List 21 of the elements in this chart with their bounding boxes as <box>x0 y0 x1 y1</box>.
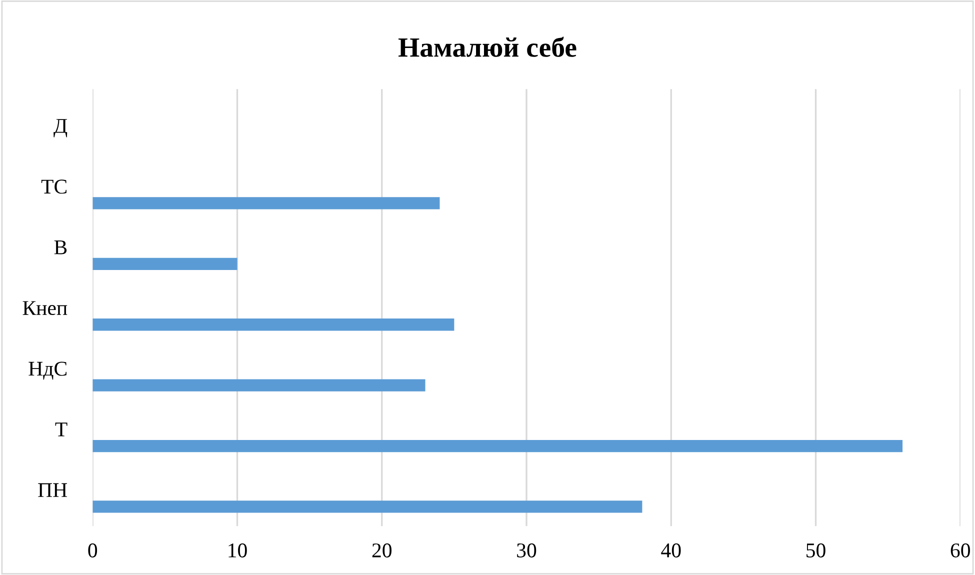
bar <box>92 197 440 210</box>
y-tick-label: Т <box>55 422 68 436</box>
bar <box>92 318 454 331</box>
y-tick-label: В <box>54 240 67 254</box>
y-tick-label: Кнеп <box>22 301 68 316</box>
x-tick-label: 40 <box>661 543 681 558</box>
y-tick-label: Д <box>54 119 68 138</box>
bar <box>92 379 426 392</box>
y-tick-label: ПН <box>38 483 68 497</box>
y-tick-label: ТС <box>41 180 66 194</box>
bar <box>92 440 903 452</box>
bar <box>92 500 642 513</box>
x-tick-label: 10 <box>228 543 247 558</box>
x-tick-label: 20 <box>372 543 392 558</box>
x-tick-label: 30 <box>517 543 536 558</box>
bar <box>92 258 238 270</box>
x-tick-label: 50 <box>806 543 826 558</box>
y-tick-label: НдС <box>28 362 66 380</box>
x-tick-label: 60 <box>950 543 970 558</box>
chart-title: Намалюй себе <box>398 36 576 57</box>
x-tick-label: 0 <box>88 543 98 558</box>
